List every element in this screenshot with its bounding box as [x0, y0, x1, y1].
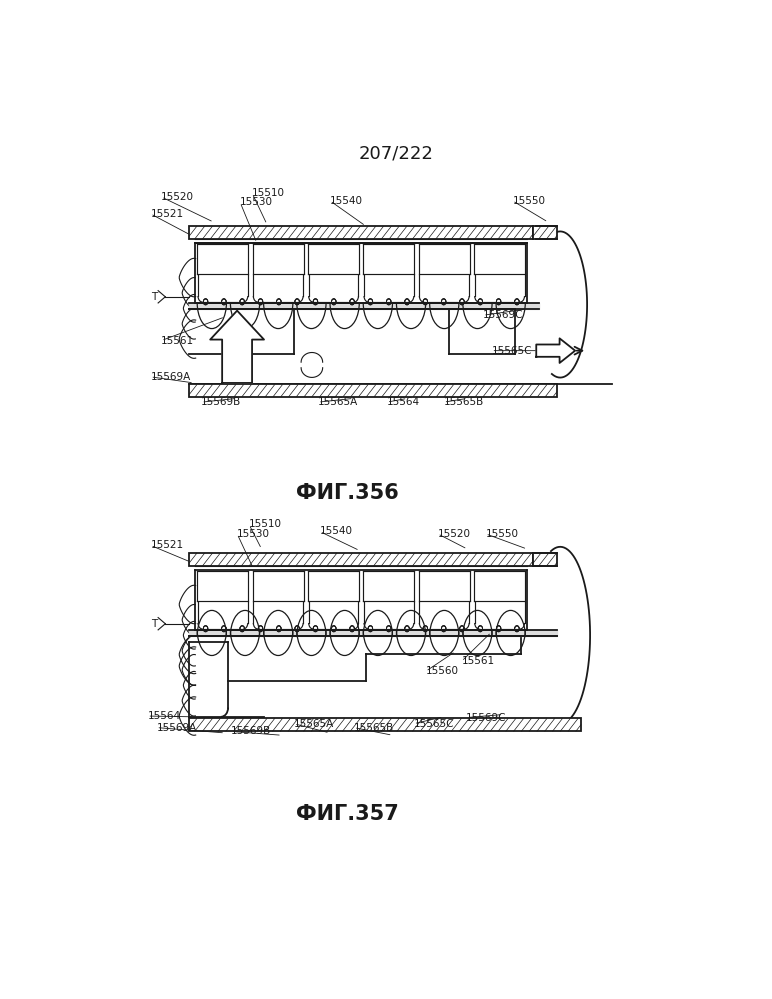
Bar: [533, 226, 557, 239]
Text: 15565A: 15565A: [294, 718, 334, 728]
Text: 15550: 15550: [513, 196, 545, 206]
Text: 15565A: 15565A: [318, 398, 358, 408]
Text: 15565C: 15565C: [414, 718, 454, 728]
Text: 15569B: 15569B: [201, 398, 242, 408]
Text: T: T: [151, 618, 157, 628]
Text: 15520: 15520: [161, 192, 194, 202]
Text: T: T: [151, 292, 157, 302]
Bar: [189, 553, 533, 566]
Text: 15569A: 15569A: [156, 722, 197, 732]
Text: 15520: 15520: [438, 528, 470, 538]
Bar: [533, 553, 557, 566]
Text: 15564: 15564: [147, 711, 181, 721]
Text: 15540: 15540: [320, 526, 353, 536]
Text: 15510: 15510: [252, 188, 285, 198]
Text: 15565C: 15565C: [492, 346, 532, 356]
Text: 15550: 15550: [486, 528, 518, 538]
Text: ФИГ.356: ФИГ.356: [296, 483, 399, 502]
Text: 15561: 15561: [161, 336, 195, 346]
Text: 15510: 15510: [249, 519, 282, 529]
Text: 15569C: 15569C: [483, 311, 523, 321]
Text: ФИГ.357: ФИГ.357: [296, 804, 399, 824]
Text: 15540: 15540: [330, 196, 363, 206]
Text: 15521: 15521: [151, 540, 184, 550]
Polygon shape: [537, 339, 575, 363]
Bar: [189, 718, 581, 731]
Text: 15530: 15530: [240, 197, 273, 207]
Text: 15530: 15530: [237, 528, 270, 538]
Text: 15569C: 15569C: [466, 712, 506, 722]
Text: 15560: 15560: [425, 666, 459, 676]
Text: 15564: 15564: [387, 398, 420, 408]
Text: 15565B: 15565B: [354, 722, 394, 732]
Text: 15521: 15521: [151, 209, 184, 219]
Bar: [189, 385, 557, 397]
Text: 207/222: 207/222: [358, 145, 433, 163]
Text: 15569A: 15569A: [151, 372, 191, 382]
Text: 15565B: 15565B: [443, 398, 484, 408]
Text: 15569B: 15569B: [231, 726, 272, 736]
Text: 15561: 15561: [462, 656, 495, 666]
Bar: [189, 226, 533, 239]
Polygon shape: [210, 311, 264, 383]
